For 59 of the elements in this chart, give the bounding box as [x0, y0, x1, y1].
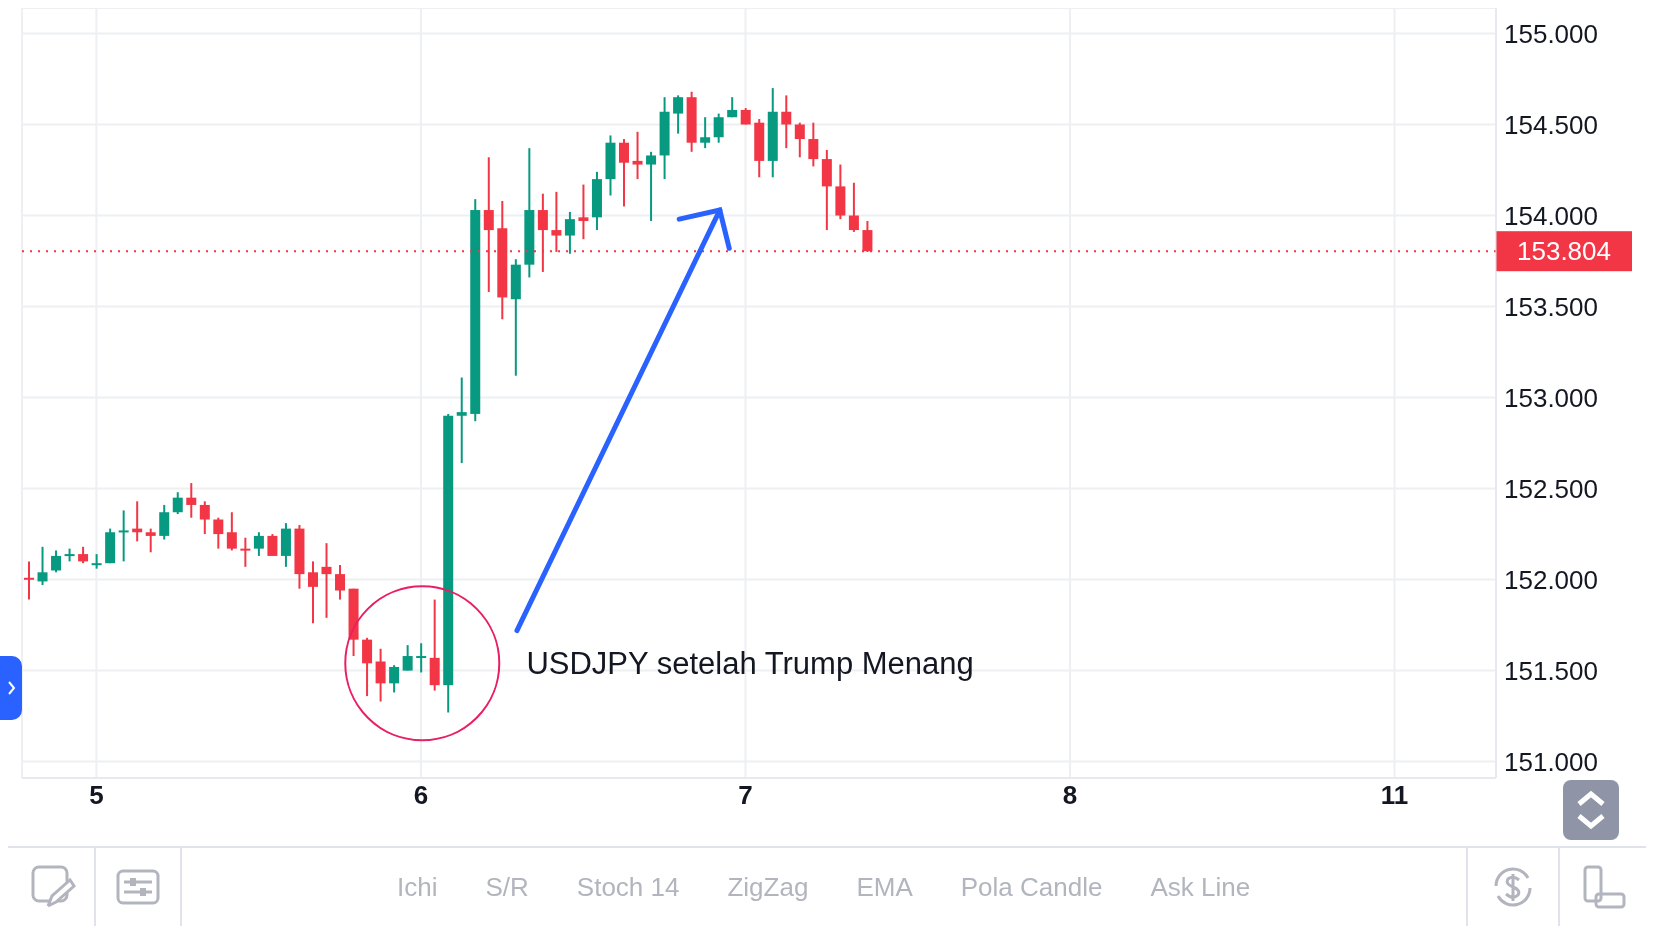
candlestick — [226, 511, 237, 552]
y-tick-label: 151.000 — [1504, 746, 1598, 777]
y-tick-label: 155.000 — [1504, 18, 1598, 49]
candlestick — [632, 130, 643, 181]
candlestick — [646, 150, 657, 222]
candlestick — [713, 112, 724, 144]
candlestick — [362, 636, 373, 698]
candlestick — [700, 116, 711, 150]
candlestick — [794, 121, 805, 159]
y-tick-label: 153.000 — [1504, 382, 1598, 413]
annotation: USDJPY setelah Trump Menang — [526, 646, 974, 682]
y-tick-label: 152.000 — [1504, 564, 1598, 595]
text: Ichi — [397, 871, 438, 903]
y-tick-label: 152.500 — [1504, 473, 1598, 504]
ref-line-label: 153.804 — [1517, 236, 1611, 267]
candlestick — [253, 531, 264, 557]
y-tick-label: 154.000 — [1504, 200, 1598, 231]
x-tick-label: 7 — [738, 780, 753, 811]
candlestick — [51, 549, 62, 574]
candlestick — [37, 545, 48, 587]
candlestick — [24, 560, 34, 601]
candlestick — [186, 482, 197, 519]
candlestick — [619, 138, 630, 208]
candlestick — [321, 542, 332, 619]
candlestick — [118, 509, 129, 563]
candlestick — [172, 491, 183, 516]
x-tick-label: 8 — [1062, 780, 1078, 811]
candlestick — [213, 516, 224, 550]
text: Pola Candle — [960, 871, 1103, 903]
candlestick — [267, 533, 278, 557]
candlestick — [145, 527, 156, 554]
x-tick-label: 5 — [89, 780, 104, 811]
candlestick — [307, 560, 318, 625]
x-tick-label: 11 — [1380, 780, 1409, 811]
candlestick — [808, 121, 819, 168]
text: Ask Line — [1150, 871, 1251, 903]
candlestick — [389, 664, 400, 694]
candlestick — [199, 500, 210, 536]
candlestick — [91, 553, 102, 570]
candlestick — [781, 94, 792, 150]
candlestick — [375, 647, 386, 703]
text: S/R — [485, 871, 529, 903]
candlestick — [159, 503, 170, 541]
text: EMA — [856, 871, 913, 903]
candlestick — [335, 564, 346, 601]
candlestick — [848, 181, 859, 233]
x-tick-label: 6 — [413, 780, 429, 811]
candlestick — [240, 536, 251, 568]
text: Stoch 14 — [576, 871, 680, 903]
candlestick — [578, 183, 589, 241]
text: ZigZag — [727, 871, 809, 903]
candlestick — [456, 376, 467, 465]
candlestick — [564, 210, 575, 255]
y-tick-label: 151.500 — [1504, 655, 1598, 686]
y-tick-label: 154.500 — [1504, 109, 1598, 140]
candlestick — [416, 642, 427, 674]
y-tick-label: 153.500 — [1504, 291, 1598, 322]
candlestick — [402, 644, 413, 672]
candlestick — [673, 94, 684, 135]
